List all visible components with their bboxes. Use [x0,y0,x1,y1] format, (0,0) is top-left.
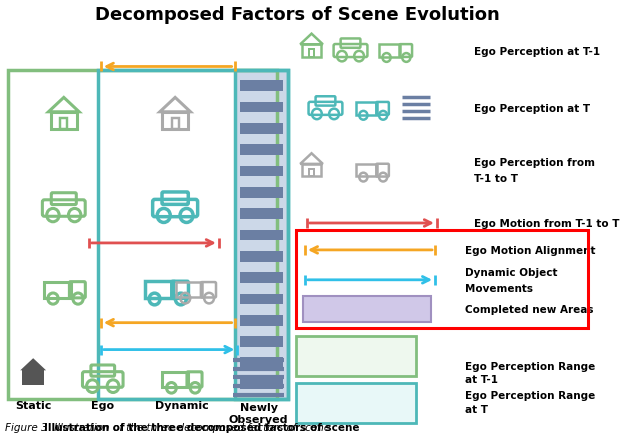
Bar [145,282,173,298]
Text: Ego Motion from T-1 to T: Ego Motion from T-1 to T [474,219,620,229]
Bar [296,384,417,424]
Text: at T-1: at T-1 [465,374,498,385]
Bar [379,45,401,58]
Bar [240,145,283,155]
Bar [240,81,283,92]
Bar [240,358,283,368]
Polygon shape [20,358,46,371]
Bar [296,336,417,376]
Bar [30,376,36,385]
Bar [309,169,314,177]
Bar [240,166,283,177]
Bar [240,272,283,283]
Text: Ego Perception at T: Ego Perception at T [474,104,590,114]
Text: Observed: Observed [229,414,289,424]
Text: Newly: Newly [239,403,278,413]
Bar [22,371,44,385]
Bar [302,165,321,177]
Text: Ego: Ego [92,400,115,410]
Bar [240,251,283,262]
Bar [240,187,283,198]
Bar [356,103,378,115]
Bar [162,113,188,130]
Bar [163,372,188,387]
Bar [8,71,277,399]
Text: Figure 3  Illustration of the three decomposed factors of scene: Figure 3 Illustration of the three decom… [5,422,331,432]
Bar [44,282,70,298]
Bar [240,379,283,389]
Text: Ego Perception Range: Ego Perception Range [465,391,595,400]
Text: Movements: Movements [465,283,532,293]
Text: Dynamic Object: Dynamic Object [465,267,557,277]
Bar [296,230,588,328]
Text: at T: at T [465,404,488,414]
Bar [240,230,283,241]
Text: Dynamic: Dynamic [155,400,209,410]
Bar [234,71,289,399]
Bar [240,336,283,347]
Bar [176,283,202,298]
Text: T-1 to T: T-1 to T [474,174,518,184]
Bar [51,113,77,130]
Text: Ego Motion Alignment: Ego Motion Alignment [465,245,595,255]
Bar [60,119,67,130]
Text: Static: Static [15,400,51,410]
Text: Ego Perception from: Ego Perception from [474,158,595,168]
Bar [309,50,314,58]
Bar [356,165,378,177]
Bar [302,45,321,58]
Bar [240,209,283,219]
Bar [240,294,283,304]
Bar [240,124,283,134]
Bar [98,71,289,399]
Text: Ego Perception at T-1: Ego Perception at T-1 [474,46,600,57]
Bar [172,119,179,130]
Bar [240,102,283,113]
Text: Ego Perception Range: Ego Perception Range [465,361,595,371]
Text: Illustration of the three decomposed factors of scene: Illustration of the three decomposed fac… [44,422,360,432]
Bar [303,296,431,322]
Bar [240,315,283,326]
Text: Decomposed Factors of Scene Evolution: Decomposed Factors of Scene Evolution [95,6,500,24]
Text: Completed new Areas: Completed new Areas [465,304,593,314]
